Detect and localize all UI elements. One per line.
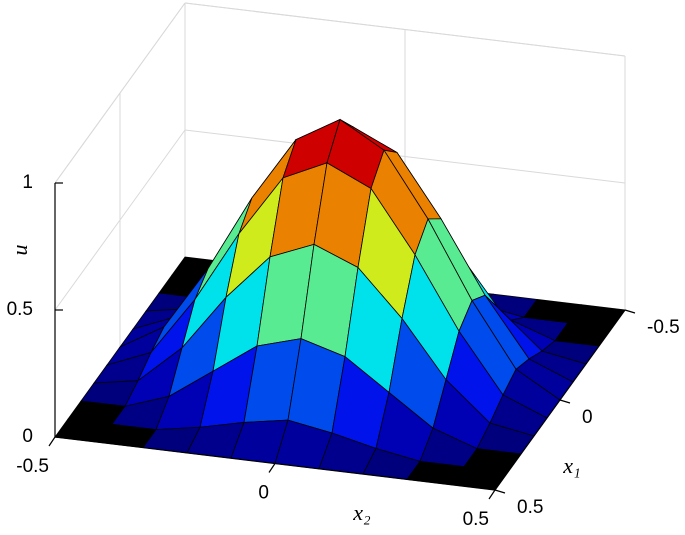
z-tick-label: 0.5 — [7, 299, 33, 320]
x-tick — [268, 463, 276, 473]
y-tick — [559, 399, 571, 404]
z-tick-label: 1 — [22, 172, 33, 193]
x-tick-label: 0 — [258, 483, 269, 504]
y-tick-label: 0.5 — [517, 497, 543, 518]
y-tick — [624, 309, 636, 314]
y-tick-label: -0.5 — [647, 317, 680, 338]
x-tick-label: 0.5 — [463, 509, 489, 530]
y-axis-label: x₁ — [562, 453, 580, 478]
x-tick — [48, 436, 56, 447]
y-tick-label: 0 — [582, 407, 593, 428]
x-tick — [488, 489, 496, 500]
y-tick — [494, 489, 506, 494]
axes: 0 0.5 1 -0.5 0 0.5 -0.5 0 0.5 — [7, 172, 680, 530]
x-axis-label: x₂ — [352, 500, 371, 525]
surface — [54, 118, 626, 491]
z-tick-label: 0 — [22, 426, 33, 447]
x-tick-label: -0.5 — [16, 456, 49, 477]
z-axis-label: u — [7, 245, 32, 256]
